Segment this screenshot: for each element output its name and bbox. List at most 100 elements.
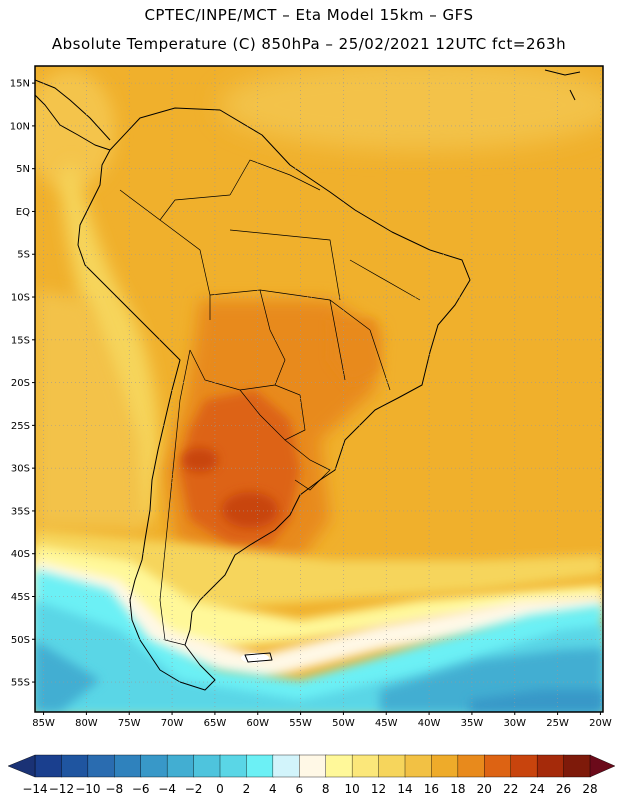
border-brazil-states (229, 229, 421, 391)
lat-tick-label: EQ (16, 207, 30, 218)
colorbar-label: −2 (185, 782, 203, 796)
lat-tick-label: 30S (11, 464, 30, 475)
field-cold-west (35, 640, 100, 712)
lon-tick-label: 85W (32, 718, 55, 729)
colorbar-swatch (61, 754, 89, 778)
colorbar-swatch (140, 754, 168, 778)
colorbar-swatch (166, 754, 195, 778)
field-cold-core (470, 690, 603, 712)
colorbar-label: 0 (216, 782, 224, 796)
lon-tick-label: 70W (161, 718, 184, 729)
colorbar-swatch (246, 754, 274, 778)
colorbar-over-arrow (589, 754, 616, 778)
lat-tick-label: 15S (11, 335, 30, 346)
field-hot-spot-south (222, 492, 278, 528)
colorbar-swatch (510, 754, 538, 778)
lat-tick-label: 35S (11, 506, 30, 517)
colorbar-label: 16 (424, 782, 439, 796)
coastlines (35, 69, 581, 691)
colorbar-swatch (272, 754, 300, 778)
lat-tick-label: 5S (17, 250, 30, 261)
colorbar-label: 24 (530, 782, 545, 796)
temperature-field (35, 66, 603, 712)
lon-tick-label: 45W (375, 718, 398, 729)
field-hot-spot (182, 448, 218, 472)
field-pacific-14-16 (35, 290, 145, 530)
lat-tick-label: 25S (11, 421, 30, 432)
colorbar-label: 2 (243, 782, 251, 796)
colorbar-label: −4 (158, 782, 176, 796)
field-band-12-14 (35, 530, 603, 610)
colorbar-swatch (484, 754, 512, 778)
border-argentina (159, 349, 191, 646)
colorbar-swatch (536, 754, 565, 778)
border-bolivia (189, 289, 286, 391)
field-patch-northwest (35, 70, 115, 190)
colorbar-swatch (351, 754, 380, 778)
lon-tick-label: 55W (289, 718, 312, 729)
colorbar-label: −8 (105, 782, 123, 796)
lon-tick-label: 65W (204, 718, 227, 729)
colorbar-under-arrow (7, 754, 36, 778)
colorbar-swatch (114, 754, 142, 778)
south-america-coast (77, 107, 471, 691)
lat-tick-label: 15N (10, 79, 30, 90)
lat-tick-label: 20S (11, 378, 30, 389)
field-patch-north (220, 66, 603, 150)
colorbar-swatch (378, 754, 406, 778)
lon-tick-label: 20W (589, 718, 612, 729)
border-peru-brazil (159, 219, 211, 320)
longitude-tick-labels: 85W 80W 75W 70W 65W 60W 55W 50W 45W 40W 35W 30W 25W 2… (32, 712, 612, 729)
map-frame (34, 65, 604, 713)
lon-tick-label: 25W (546, 718, 569, 729)
colorbar-label: 8 (322, 782, 330, 796)
field-brazil-plateau (330, 320, 380, 385)
colorbar-label: 12 (371, 782, 386, 796)
colorbar-swatch (457, 754, 485, 778)
lat-tick-label: 10N (10, 121, 30, 132)
colorbar-label: −10 (75, 782, 100, 796)
lon-tick-label: 30W (503, 718, 526, 729)
border-colombia (119, 189, 231, 221)
colorbar-label: 14 (397, 782, 412, 796)
lat-tick-label: 5N (16, 164, 30, 175)
colorbar-swatch (431, 754, 459, 778)
latitude-tick-labels: 15N 10N 5N EQ 5S 10S 15S 20S 25S 30S 35S 40S 45S 50S 5… (10, 79, 35, 689)
lon-tick-label: 40W (418, 718, 441, 729)
border-venezuela-guyana (229, 159, 321, 196)
lat-lon-grid (35, 66, 603, 712)
colorbar-swatch (325, 754, 353, 778)
colorbar-swatch (404, 754, 433, 778)
colorbar-swatch (219, 754, 248, 778)
colorbar-swatch (299, 754, 327, 778)
lon-tick-label: 75W (118, 718, 141, 729)
lon-tick-label: 80W (75, 718, 98, 729)
falkland-islands (244, 652, 273, 663)
lon-tick-label: 60W (246, 718, 269, 729)
colorbar-label: 18 (450, 782, 465, 796)
colorbar-label: 22 (503, 782, 518, 796)
colorbar-label: 20 (477, 782, 492, 796)
central-america-coast (35, 79, 111, 151)
colorbar-label: 4 (269, 782, 277, 796)
colorbar-label: 26 (556, 782, 571, 796)
lat-tick-label: 55S (11, 678, 30, 689)
colorbar-swatch (563, 754, 591, 778)
colorbar-label: 28 (582, 782, 597, 796)
colorbar-label: −12 (49, 782, 74, 796)
lat-tick-label: 40S (11, 549, 30, 560)
colorbar-swatch (34, 754, 63, 778)
lat-tick-label: 45S (11, 592, 30, 603)
colorbar-swatch (193, 754, 221, 778)
colorbar-label: −14 (22, 782, 47, 796)
colorbar-label: 6 (295, 782, 303, 796)
colorbar-swatch (87, 754, 115, 778)
field-band-8-10 (35, 545, 603, 650)
border-paraguay (239, 384, 306, 441)
lat-tick-label: 50S (11, 635, 30, 646)
lon-tick-label: 50W (332, 718, 355, 729)
chart-title-line2: Absolute Temperature (C) 850hPa – 25/02/… (51, 35, 567, 53)
field-band-6-8 (35, 560, 603, 680)
lat-tick-label: 10S (11, 293, 30, 304)
